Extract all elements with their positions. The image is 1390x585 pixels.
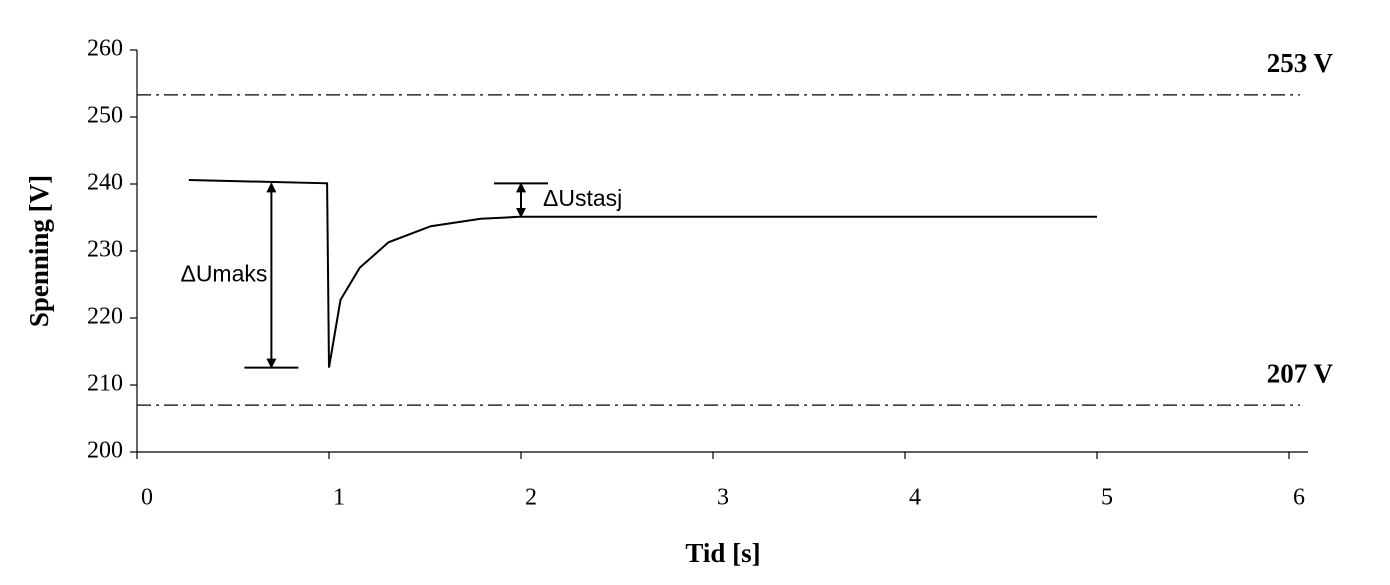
reference-label: 253 V [1267, 48, 1334, 78]
x-tick-label: 6 [1293, 485, 1305, 511]
y-tick-label: 260 [87, 36, 123, 62]
x-tick-label: 1 [333, 485, 345, 511]
annotation-label: ΔUmaks [180, 261, 267, 287]
x-axis-title: Tid [s] [685, 538, 760, 568]
reference-label: 207 V [1267, 358, 1334, 388]
y-tick-label: 240 [87, 170, 123, 196]
x-tick-label: 3 [717, 485, 729, 511]
y-axis-title: Spenning [V] [24, 175, 54, 327]
x-tick-label: 5 [1101, 485, 1113, 511]
y-tick-label: 210 [87, 371, 123, 397]
x-tick-label: 4 [909, 485, 921, 511]
annotation-label: ΔUstasj [543, 185, 622, 211]
y-tick-label: 250 [87, 103, 123, 129]
x-tick-label: 0 [141, 485, 153, 511]
data-line [188, 179, 1097, 368]
y-tick-label: 200 [87, 438, 123, 464]
y-tick-label: 220 [87, 304, 123, 330]
x-tick-label: 2 [525, 485, 537, 511]
y-tick-label: 230 [87, 237, 123, 263]
